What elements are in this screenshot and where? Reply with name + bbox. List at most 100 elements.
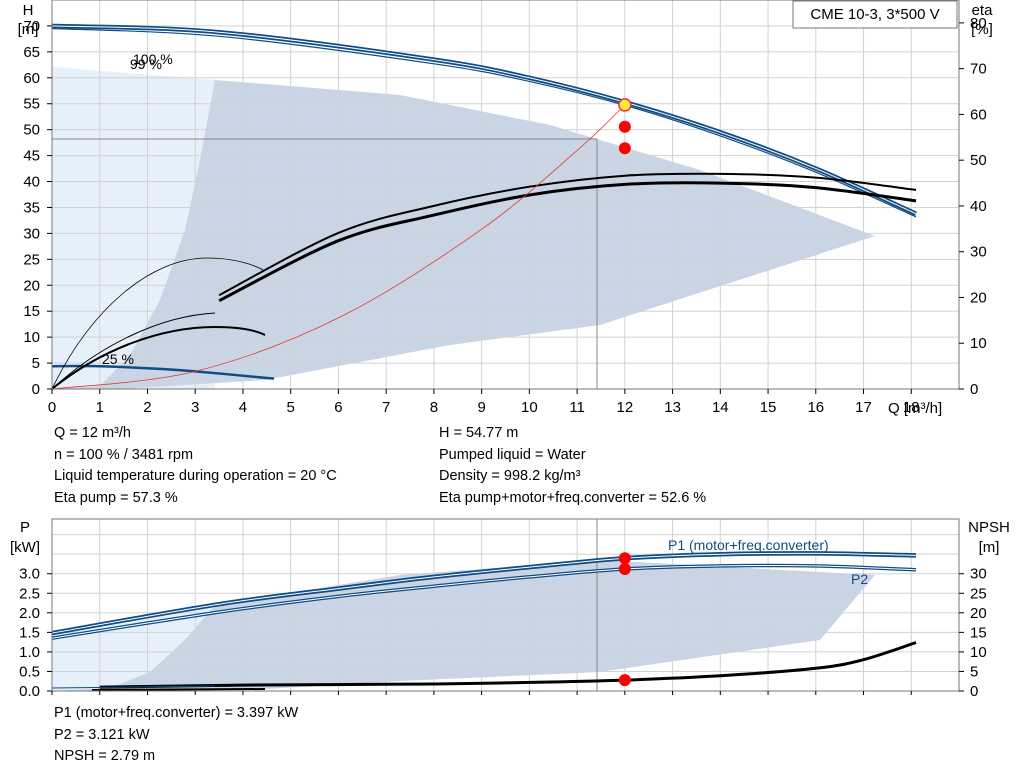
x-tick-label: 10	[521, 399, 538, 416]
bottom-y-left-label-top: P	[20, 519, 30, 536]
power-marker	[618, 552, 631, 565]
y-left-tick-label: 25	[23, 251, 40, 268]
y-left-tick-label: 50	[23, 122, 40, 139]
p-tick-label: 1.0	[19, 644, 40, 661]
npsh-curve-25	[91, 688, 266, 691]
p-tick-label: 2.0	[19, 605, 40, 622]
y-right-tick-label: 40	[970, 198, 987, 215]
top-y-right-label-bottom: [%]	[971, 21, 993, 38]
x-tick-label: 11	[569, 399, 585, 416]
y-left-tick-label: 40	[23, 174, 40, 191]
x-tick-label: 6	[334, 399, 342, 416]
y-right-tick-label: 50	[970, 152, 987, 169]
info-density: Density = 998.2 kg/m³	[439, 468, 581, 484]
npsh-tick-label: 5	[970, 663, 978, 680]
y-right-tick-label: 60	[970, 106, 987, 123]
p-tick-label: 2.5	[19, 585, 40, 602]
npsh-tick-label: 25	[970, 585, 987, 602]
y-left-tick-label: 5	[32, 355, 40, 372]
info-flow: Q = 12 m³/h	[54, 425, 131, 441]
x-tick-label: 0	[48, 399, 56, 416]
npsh-curve	[99, 641, 917, 689]
system-curve	[51, 104, 626, 390]
top-y-left-label-bottom: [m]	[18, 21, 39, 38]
title-box	[792, 0, 958, 29]
top-chart: 0 1 2 3 4 5 6 7 8 9 10 11 12 13 14 15 16 17 18051015202530…	[18, 0, 994, 417]
eta-curve-total	[218, 181, 917, 303]
y-right-tick-label: 80	[970, 15, 987, 32]
power-marker	[618, 562, 631, 575]
h-curve-99	[51, 27, 917, 218]
x-tick-label: 17	[855, 399, 872, 416]
x-tick-label: 12	[616, 399, 633, 416]
info-npsh: NPSH = 2.79 m	[54, 748, 156, 764]
chart-title: CME 10-3, 3*500 V	[810, 6, 939, 23]
npsh-tick-label: 30	[970, 566, 987, 583]
p2-curve-25	[51, 685, 216, 689]
p1-series-label: P1 (motor+freq.converter)	[668, 537, 829, 553]
eta-curve-pump	[218, 172, 917, 297]
y-right-tick-label: 10	[970, 335, 987, 352]
x-tick-label: 2	[143, 399, 151, 416]
y-left-tick-label: 0	[32, 381, 40, 398]
bottom-series	[51, 551, 917, 689]
top-markers	[618, 98, 632, 155]
top-y-left-label-top: H	[23, 2, 34, 19]
p-tick-label: 0.5	[19, 663, 40, 680]
p-curve-25	[51, 312, 216, 390]
operating-point-marker	[618, 98, 632, 112]
x-tick-label: 9	[477, 399, 485, 416]
top-aux-curves	[51, 257, 266, 390]
bottom-y-right-label-top: NPSH	[968, 519, 1010, 536]
curve-label-25: 25 %	[102, 351, 134, 367]
p2-curve-highlight	[51, 564, 917, 639]
npsh-tick-label: 10	[970, 644, 987, 661]
info-pumped-liquid: Pumped liquid = Water	[439, 446, 586, 463]
info-top-right: H = 54.77 m Pumped liquid = Water Densit…	[439, 423, 706, 509]
eta-curve-25-upper	[51, 257, 266, 390]
y-left-tick-label: 70	[23, 18, 40, 35]
y-left-tick-label: 30	[23, 225, 40, 242]
y-left-tick-label: 65	[23, 44, 40, 61]
info-p1: P1 (motor+freq.converter) = 3.397 kW	[54, 705, 299, 721]
x-tick-label: 8	[430, 399, 438, 416]
curve-label-99: 99 %	[130, 56, 162, 72]
bottom-y-left-label-bottom: [kW]	[10, 539, 40, 556]
y-right-tick-label: 70	[970, 61, 987, 78]
x-axis-label: Q [m³/h]	[888, 400, 942, 417]
x-tick-label: 4	[239, 399, 247, 416]
x-tick-label: 7	[382, 399, 390, 416]
npsh-tick-label: 20	[970, 605, 987, 622]
y-left-tick-label: 45	[23, 148, 40, 165]
bottom-frame	[51, 518, 960, 692]
info-eta-pump: Eta pump = 57.3 %	[54, 489, 178, 506]
info-bottom: P1 (motor+freq.converter) = 3.397 kW P2 …	[54, 703, 298, 768]
x-tick-label: 13	[664, 399, 681, 416]
h-curve-100-highlight	[51, 25, 917, 215]
p1-curve-highlight	[51, 552, 917, 634]
x-tick-label: 16	[807, 399, 824, 416]
y-right-tick-label: 0	[970, 381, 978, 398]
y-left-tick-label: 55	[23, 96, 40, 113]
bottom-range-area	[52, 560, 875, 691]
x-tick-label: 18	[903, 399, 920, 416]
npsh-marker	[618, 674, 631, 687]
top-frame	[51, 0, 960, 390]
y-left-tick-label: 60	[23, 70, 40, 87]
p-tick-label: 3.0	[19, 566, 40, 583]
npsh-tick-label: 0	[970, 683, 978, 700]
top-y-right-label-top: eta	[972, 2, 994, 19]
eta-marker	[618, 120, 631, 133]
y-right-tick-label: 30	[970, 244, 987, 261]
y-left-tick-label: 20	[23, 277, 40, 294]
x-tick-label: 1	[96, 399, 104, 416]
y-left-tick-label: 35	[23, 199, 40, 216]
info-p2: P2 = 3.121 kW	[54, 726, 150, 743]
y-right-tick-label: 20	[970, 289, 987, 306]
x-tick-label: 14	[712, 399, 729, 416]
p-tick-label: 0.0	[19, 683, 40, 700]
p-tick-label: 1.5	[19, 624, 40, 641]
curve-label-100: 100 %	[133, 51, 173, 67]
info-liquid-temp: Liquid temperature during operation = 20…	[54, 468, 337, 484]
